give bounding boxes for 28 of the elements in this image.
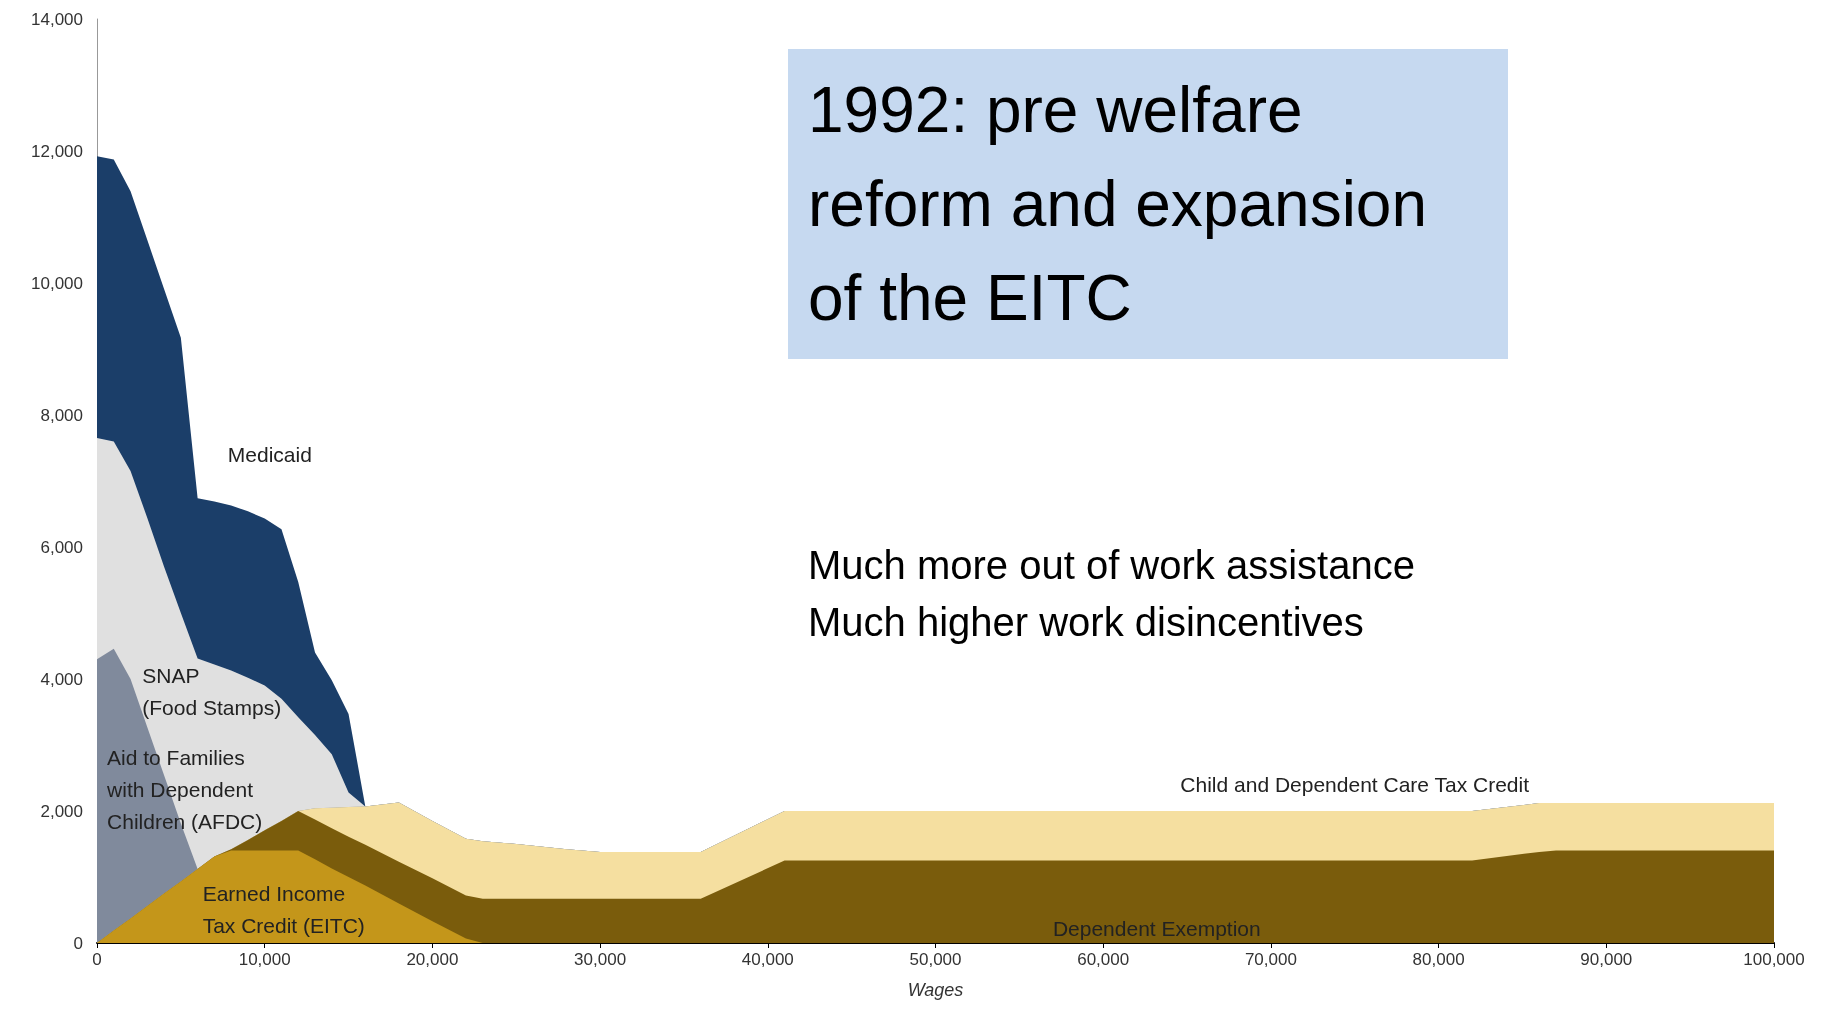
x-tick-label: 20,000 bbox=[406, 950, 459, 969]
series-label: Medicaid bbox=[227, 442, 312, 466]
series-label: SNAP (Food Stamps) bbox=[142, 663, 282, 719]
x-tick-label: 10,000 bbox=[238, 950, 291, 969]
y-tick-label: 10,000 bbox=[31, 273, 83, 293]
y-tick-label: 0 bbox=[73, 933, 83, 953]
text: 1992: pre welfare reform and expansion of the EITC bbox=[808, 74, 1445, 334]
x-tick-label: 30,000 bbox=[574, 950, 627, 969]
x-tick-label: 80,000 bbox=[1412, 950, 1465, 969]
y-tick-label: 2,000 bbox=[40, 801, 83, 821]
x-tick-label: 50,000 bbox=[909, 950, 962, 969]
series-label: Earned Income Tax Credit (EITC) bbox=[202, 881, 365, 937]
y-tick-label: 8,000 bbox=[40, 405, 83, 425]
y-tick-label: 12,000 bbox=[31, 141, 83, 161]
series-label: Dependent Exemption bbox=[1052, 917, 1261, 941]
series-label: Child and Dependent Care Tax Credit bbox=[1180, 772, 1530, 796]
x-axis-title: Wages bbox=[907, 980, 964, 1000]
x-tick-label: 40,000 bbox=[741, 950, 794, 969]
x-tick-label: 70,000 bbox=[1244, 950, 1297, 969]
x-tick-label: 90,000 bbox=[1580, 950, 1633, 969]
x-tick-label: 100,000 bbox=[1743, 950, 1805, 969]
annotation: Much more out of work assistance bbox=[808, 543, 1415, 587]
y-tick-label: 6,000 bbox=[40, 537, 83, 557]
y-tick-label: 14,000 bbox=[31, 9, 83, 29]
y-tick-label: 4,000 bbox=[40, 669, 83, 689]
x-tick-label: 60,000 bbox=[1077, 950, 1130, 969]
annotation: Much higher work disincentives bbox=[808, 600, 1364, 644]
x-tick-label: 0 bbox=[92, 950, 102, 969]
